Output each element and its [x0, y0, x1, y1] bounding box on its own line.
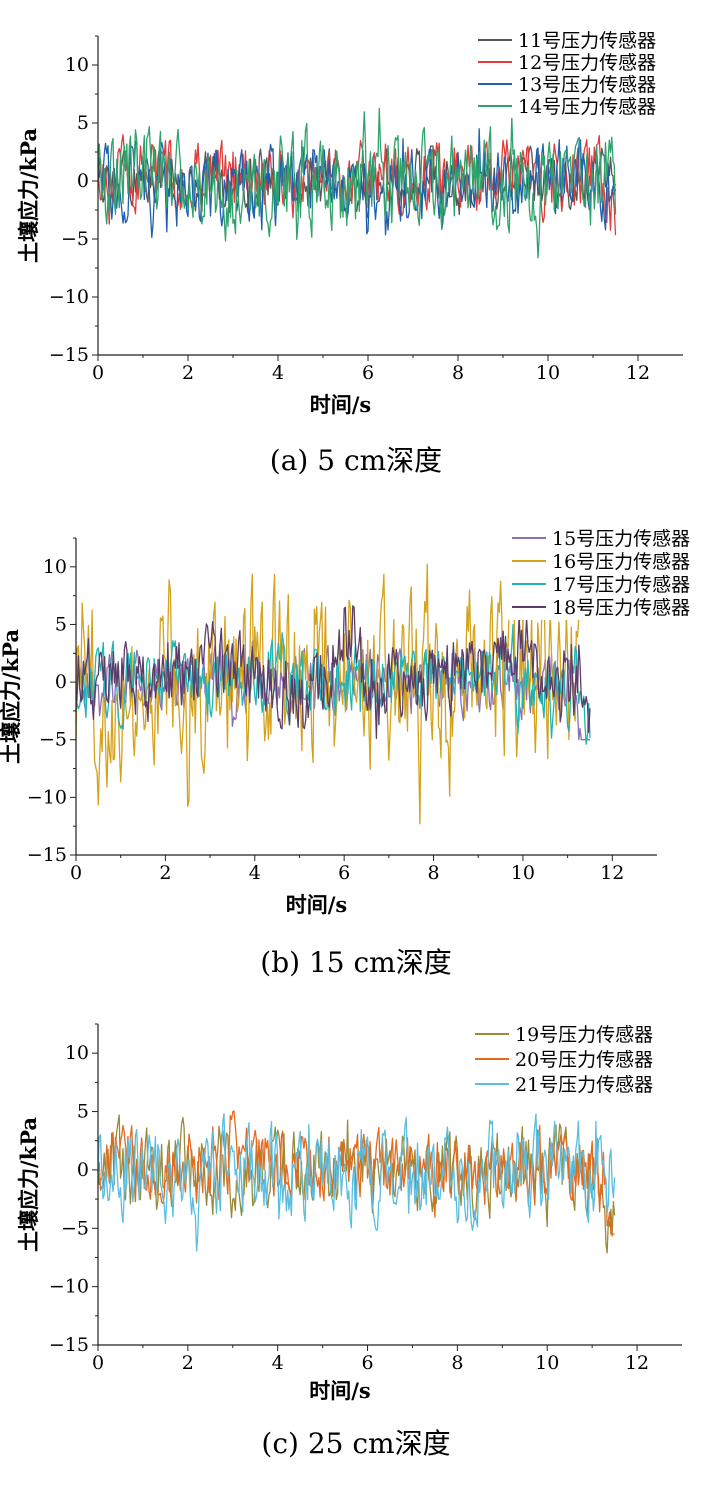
x-axis-label: 时间/s	[310, 392, 372, 417]
x-tick-label: 12	[625, 1352, 649, 1374]
x-tick-label: 0	[70, 862, 82, 884]
legend-bg	[508, 528, 712, 551]
x-tick-label: 0	[92, 362, 104, 384]
legend-bg	[508, 574, 712, 597]
x-tick-label: 8	[427, 862, 439, 884]
y-tick-label: 10	[43, 556, 67, 578]
x-tick-label: 4	[272, 362, 284, 384]
y-tick-label: 0	[55, 671, 67, 693]
y-tick-label: 5	[77, 1101, 89, 1123]
x-tick-label: 2	[159, 862, 171, 884]
x-tick-label: 10	[511, 862, 535, 884]
series-line-3	[97, 1113, 616, 1252]
y-tick-label: 10	[65, 54, 89, 76]
x-tick-label: 10	[536, 362, 560, 384]
x-tick-label: 4	[272, 1352, 284, 1374]
x-tick-label: 4	[249, 862, 261, 884]
legend-label: 11号压力传感器	[518, 30, 656, 52]
y-tick-label: −15	[27, 844, 67, 866]
legend-label: 15号压力传感器	[552, 528, 690, 550]
panel-caption: (a) 5 cm深度	[270, 444, 442, 477]
y-tick-label: 0	[77, 170, 89, 192]
y-axis-label: 土壤应力/kPa	[0, 629, 23, 764]
x-tick-label: 2	[182, 362, 194, 384]
series-line-4	[75, 605, 591, 740]
x-tick-label: 8	[452, 362, 464, 384]
legend-label: 13号压力传感器	[518, 74, 656, 96]
x-tick-label: 12	[626, 362, 650, 384]
y-axis-label: 土壤应力/kPa	[16, 1117, 41, 1252]
chart-panel-c: 0 2 4 6 8 10 12 −15 −10 −5 0 5 10 时间/s 土壤应力/kPa 19号压力传感…	[16, 1023, 682, 1460]
y-axis-label: 土壤应力/kPa	[16, 128, 41, 263]
x-axis-label: 时间/s	[286, 892, 348, 917]
legend-bg	[471, 1074, 679, 1099]
x-tick-label: 10	[535, 1352, 559, 1374]
x-tick-label: 0	[92, 1352, 104, 1374]
y-tick-label: 5	[55, 613, 67, 635]
legend-bg	[474, 74, 682, 96]
y-tick-label: −15	[49, 344, 89, 366]
x-tick-label: 6	[361, 1352, 373, 1374]
legend-bg	[508, 597, 712, 620]
y-tick-label: 10	[65, 1042, 89, 1064]
legend-label: 17号压力传感器	[552, 574, 690, 596]
panel-caption: (b) 15 cm深度	[260, 946, 451, 979]
series-line-3	[75, 623, 591, 745]
x-tick-label: 8	[451, 1352, 463, 1374]
x-tick-label: 2	[182, 1352, 194, 1374]
legend-label: 16号压力传感器	[552, 551, 690, 573]
y-tick-label: −10	[49, 286, 89, 308]
panel-caption: (c) 25 cm深度	[261, 1427, 450, 1460]
legend-label: 18号压力传感器	[552, 597, 690, 619]
x-tick-label: 6	[338, 862, 350, 884]
legend-label: 21号压力传感器	[515, 1074, 653, 1096]
chart-panel-b: 0 2 4 6 8 10 12 −15 −10 −5 0 5 10 时间/s 土壤应力/kPa 15号压力传感…	[0, 528, 712, 979]
y-tick-label: −5	[61, 1217, 89, 1239]
legend: 19号压力传感器 20号压力传感器 21号压力传感器	[471, 1024, 679, 1099]
y-tick-label: −5	[39, 729, 67, 751]
y-tick-label: −10	[49, 1276, 89, 1298]
y-tick-label: −10	[27, 786, 67, 808]
legend-bg	[474, 30, 682, 52]
x-tick-label: 12	[600, 862, 624, 884]
x-tick-label: 6	[362, 362, 374, 384]
legend-bg	[474, 52, 682, 74]
legend-label: 20号压力传感器	[515, 1049, 653, 1071]
legend-bg	[471, 1024, 679, 1049]
legend-label: 14号压力传感器	[518, 96, 656, 118]
legend-bg	[508, 551, 712, 574]
y-tick-label: 0	[77, 1159, 89, 1181]
legend-bg	[474, 96, 682, 118]
legend-label: 12号压力传感器	[518, 52, 656, 74]
y-tick-label: −15	[49, 1334, 89, 1356]
legend-bg	[471, 1049, 679, 1074]
legend-label: 19号压力传感器	[515, 1024, 653, 1046]
y-tick-label: 5	[77, 112, 89, 134]
chart-panel-a: 0 2 4 6 8 10 12 −15 −10 −5 0 5 10 时间/s 土壤应力/kPa 11号压力传感…	[16, 30, 683, 477]
x-axis-label: 时间/s	[309, 1378, 371, 1403]
series-line-4	[97, 107, 617, 259]
y-tick-label: −5	[61, 228, 89, 250]
